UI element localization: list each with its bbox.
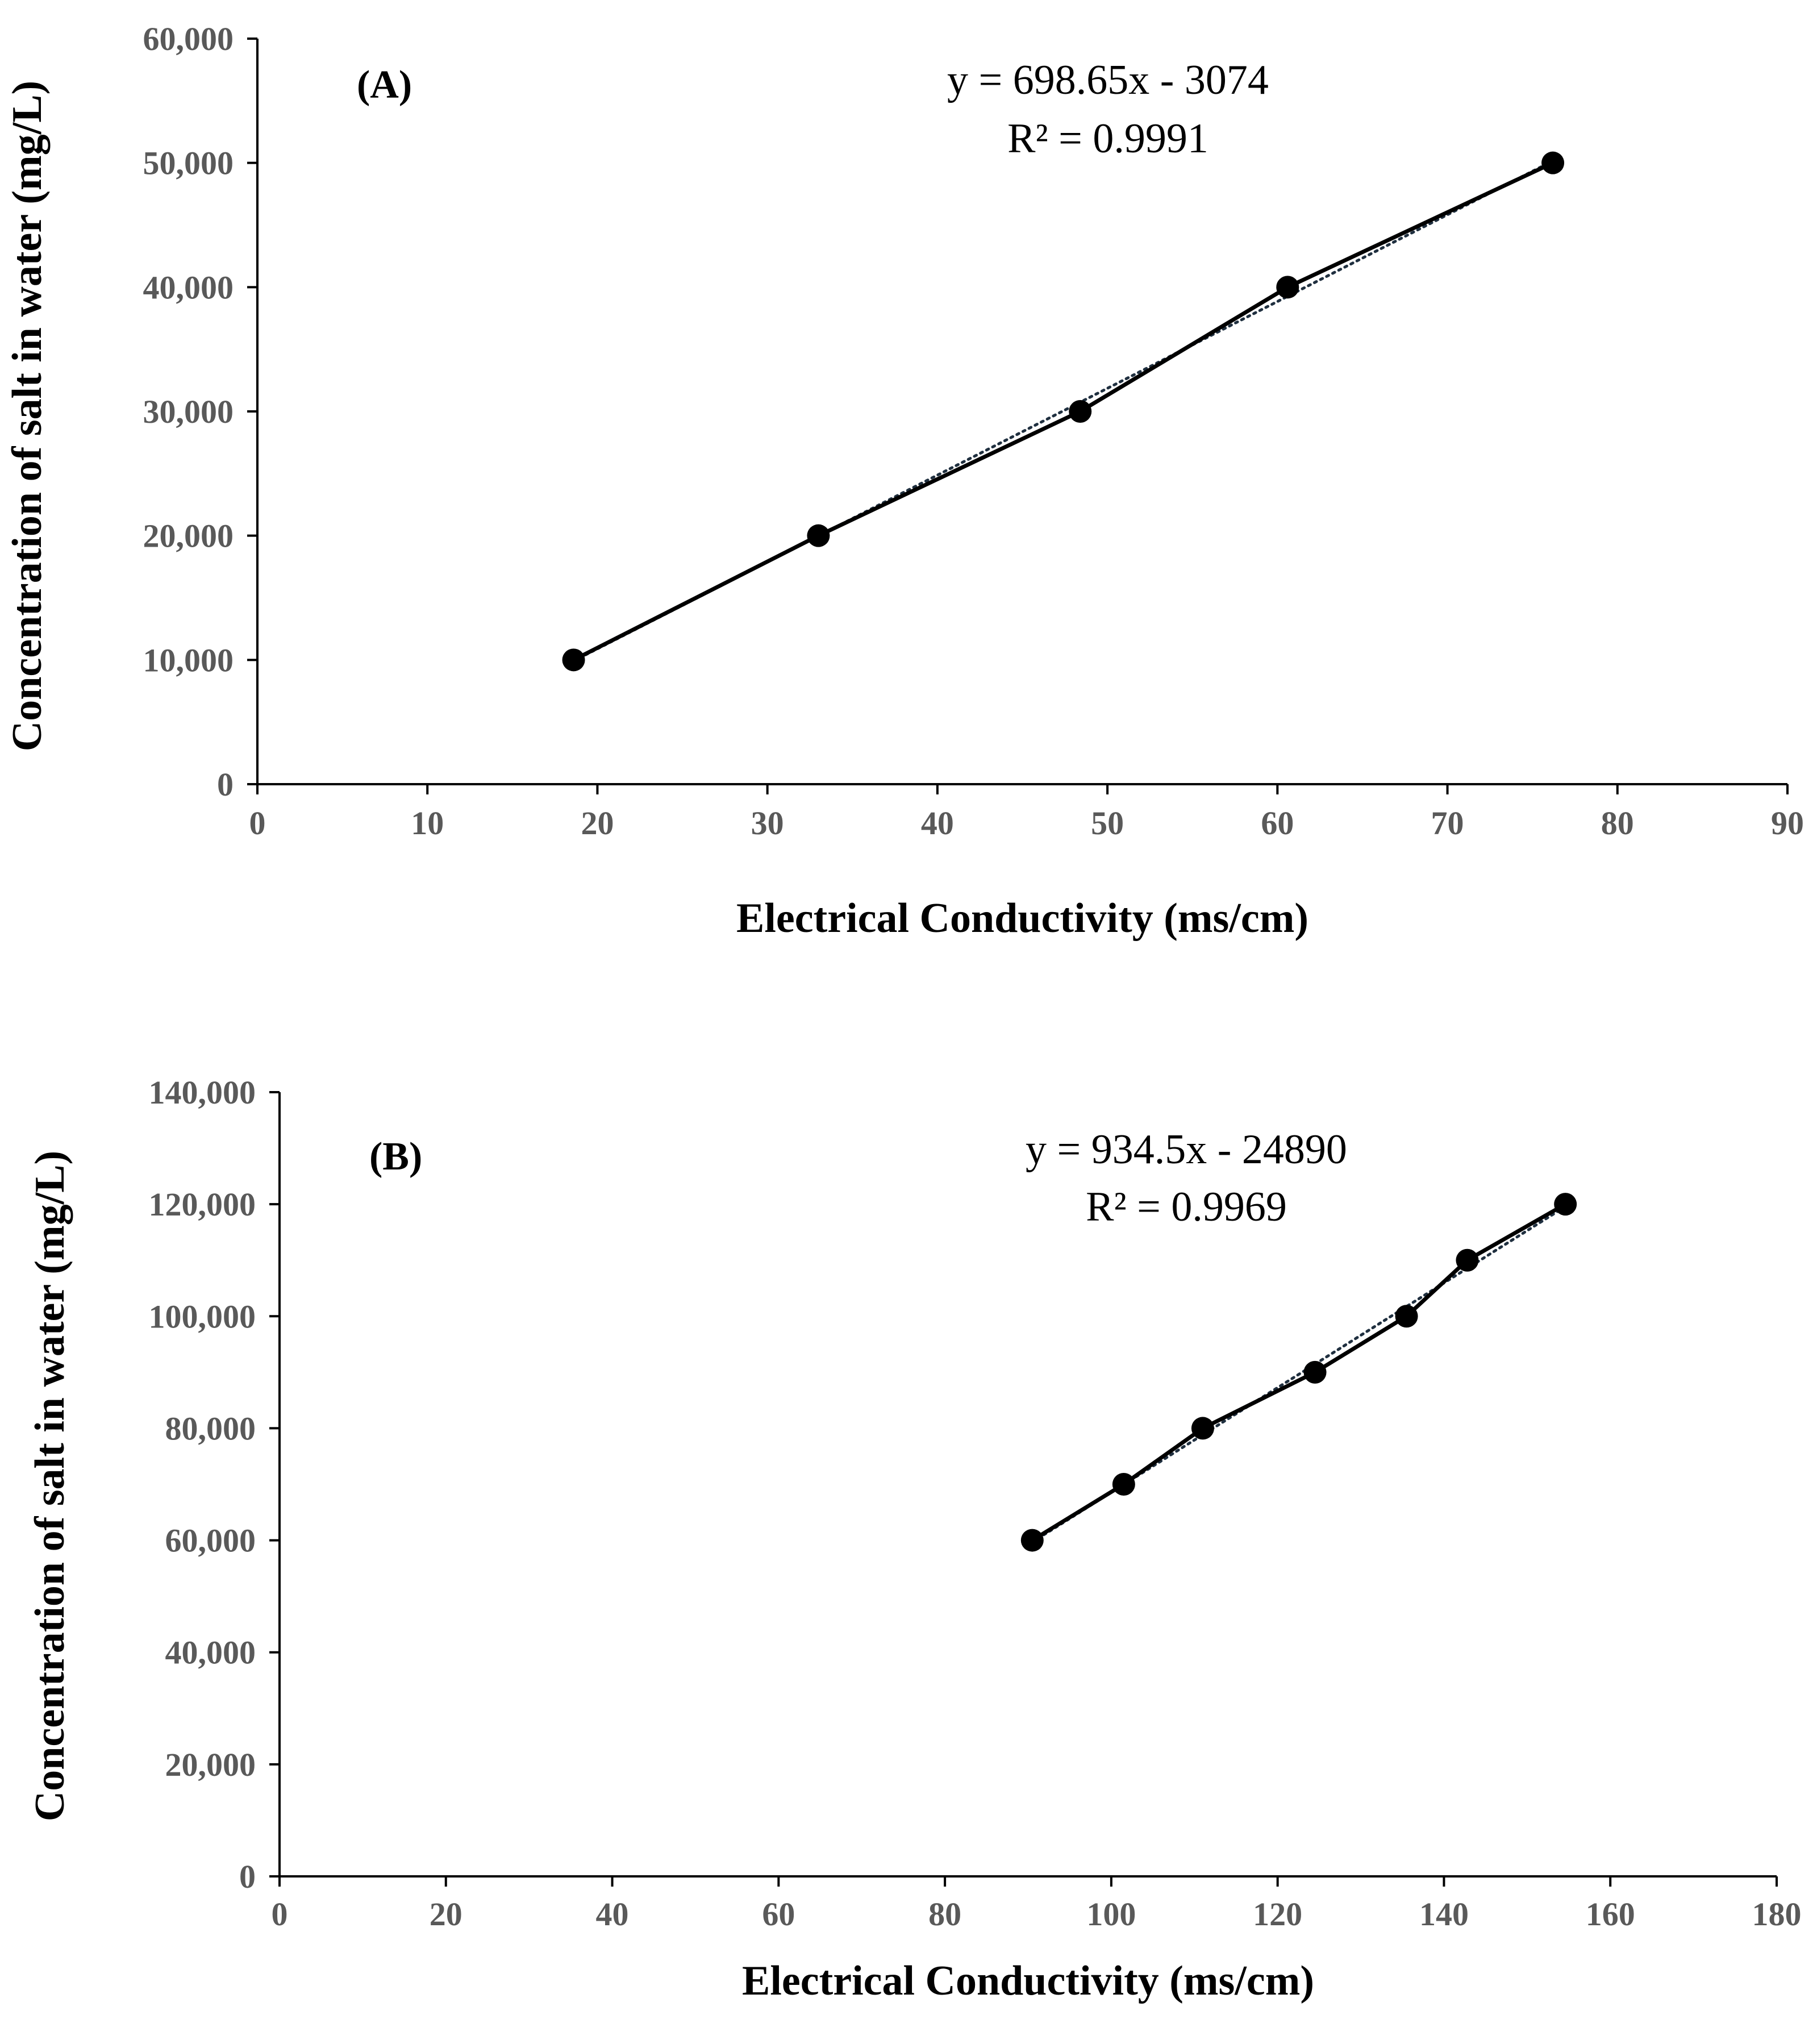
y-tick-label: 50,000 [143,145,234,182]
data-point [1020,1529,1044,1552]
x-tick-label: 60 [762,1896,795,1933]
y-tick-label: 20,000 [165,1746,256,1783]
data-point [1554,1193,1577,1216]
y-tick-label: 140,000 [149,1074,256,1111]
x-tick-label: 20 [430,1896,462,1933]
y-axis-title: Concentration of salt in water (mg/L) [27,1151,73,1821]
x-axis-title: Electrical Conductivity (ms/cm) [742,1958,1314,2004]
y-tick-label: 40,000 [143,269,234,306]
data-point [1303,1360,1327,1384]
y-tick-label: 0 [217,766,234,803]
trendline-equation: y = 934.5x - 24890 [1026,1126,1347,1173]
y-axis-title: Concentration of salt in water (mg/L) [4,81,51,751]
r-squared: R² = 0.9991 [1007,115,1208,162]
x-tick-label: 20 [581,805,614,842]
y-tick-label: 120,000 [149,1186,256,1223]
x-tick-label: 0 [272,1896,288,1933]
trendline-equation: y = 698.65x - 3074 [947,57,1269,103]
data-point [1191,1417,1214,1440]
data-point [1395,1305,1418,1328]
x-tick-label: 60 [1261,805,1294,842]
y-tick-label: 80,000 [165,1410,256,1447]
series-line [1031,1202,1566,1542]
y-tick-label: 60,000 [143,20,234,57]
x-tick-label: 80 [928,1896,961,1933]
y-tick-label: 10,000 [143,642,234,678]
y-tick-label: 100,000 [149,1298,256,1335]
x-tick-label: 180 [1752,1896,1802,1933]
x-axis-title: Electrical Conductivity (ms/cm) [736,895,1308,942]
x-tick-label: 90 [1771,805,1804,842]
x-tick-label: 100 [1086,1896,1136,1933]
data-point [1276,276,1299,299]
chart-panel-a: 0 10,000 20,000 30,000 40,000 50,000 60,000 0 10… [4,20,1804,942]
x-tick-label: 70 [1431,805,1464,842]
chart-panel-b: 0 20,000 40,000 60,000 80,000 100,000 120,000 1… [27,1074,1802,2004]
r-squared: R² = 0.9969 [1086,1184,1287,1230]
x-tick-label: 120 [1253,1896,1302,1933]
y-tick-label: 60,000 [165,1522,256,1559]
data-point [807,524,830,547]
panel-label: (A) [357,63,412,107]
y-tick-label: 40,000 [165,1634,256,1671]
y-tick-label: 20,000 [143,518,234,555]
data-point [562,648,585,672]
x-tick-label: 160 [1586,1896,1635,1933]
x-tick-label: 30 [751,805,784,842]
panel-label: (B) [369,1135,422,1179]
y-tick-label: 30,000 [143,393,234,430]
x-tick-label: 10 [411,805,444,842]
x-tick-label: 140 [1419,1896,1469,1933]
x-tick-label: 80 [1601,805,1634,842]
data-point [1541,151,1565,174]
data-point [1069,400,1092,423]
x-tick-label: 40 [921,805,954,842]
y-tick-label: 0 [239,1858,256,1895]
x-tick-label: 40 [596,1896,629,1933]
x-tick-label: 50 [1091,805,1124,842]
data-point [1112,1473,1135,1496]
x-tick-label: 0 [249,805,266,842]
data-point [1456,1248,1479,1272]
